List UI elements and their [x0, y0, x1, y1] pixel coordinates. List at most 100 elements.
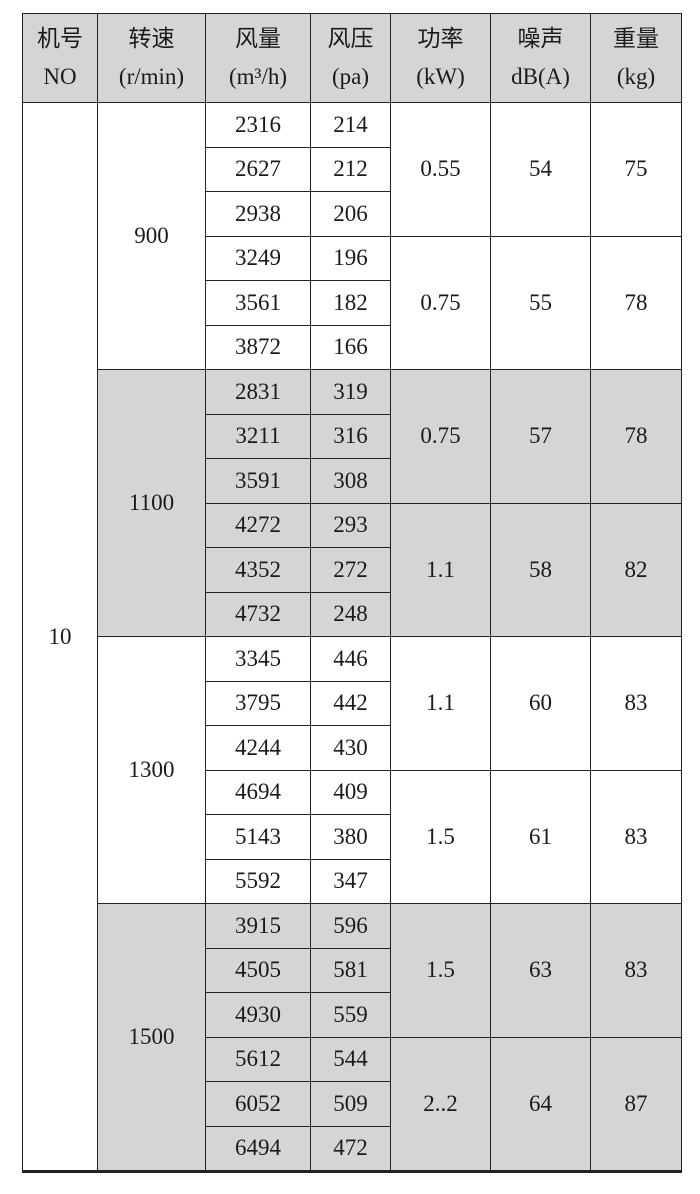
- airflow-cell: 2627: [205, 146, 311, 192]
- table-row: 3591 308: [23, 458, 682, 504]
- speed-cell: 1300: [97, 636, 206, 904]
- power-cell: 0.55: [390, 102, 491, 237]
- pressure-cell: 442: [310, 680, 391, 726]
- pressure-cell: 347: [310, 858, 391, 904]
- power-cell: 1.5: [390, 769, 491, 904]
- header-speed: 转速 (r/min): [97, 13, 206, 103]
- pressure-cell: 214: [310, 102, 391, 148]
- noise-cell: 60: [490, 636, 591, 771]
- airflow-cell: 4694: [205, 769, 311, 815]
- airflow-cell: 4352: [205, 547, 311, 593]
- table-row: 4694 409 1.5 61 83: [23, 769, 682, 904]
- power-cell: 0.75: [390, 369, 491, 504]
- pressure-cell: 430: [310, 725, 391, 771]
- weight-cell: 83: [590, 903, 682, 1038]
- airflow-cell: 3915: [205, 903, 311, 949]
- table-row: 4505 581: [23, 947, 682, 993]
- airflow-cell: 5592: [205, 858, 311, 904]
- airflow-cell: 4272: [205, 502, 311, 548]
- table-row: 1100 2831 319 0.75 57 78: [23, 369, 682, 637]
- pressure-cell: 544: [310, 1036, 391, 1082]
- header-row: 机号 NO 转速 (r/min) 风量 (m³/h) 风压 (pa) 功率 (kW) 噪声…: [22, 13, 682, 103]
- weight-cell: 78: [590, 235, 682, 370]
- airflow-cell: 3561: [205, 280, 311, 326]
- table-row: 1300 3345 446 1.1 60 83: [23, 636, 682, 904]
- airflow-cell: 3872: [205, 324, 311, 370]
- airflow-cell: 6494: [205, 1125, 311, 1172]
- pressure-cell: 293: [310, 502, 391, 548]
- header-machine-no: 机号 NO: [22, 13, 98, 103]
- table-row: 4930 559: [23, 992, 682, 1038]
- weight-cell: 83: [590, 636, 682, 771]
- pressure-cell: 596: [310, 903, 391, 949]
- power-cell: 0.75: [390, 235, 491, 370]
- table-row: 3249 196 0.75 55 78: [23, 235, 682, 370]
- noise-cell: 57: [490, 369, 591, 504]
- noise-cell: 54: [490, 102, 591, 237]
- power-cell: 2..2: [390, 1036, 491, 1172]
- pressure-cell: 212: [310, 146, 391, 192]
- power-cell: 1.5: [390, 903, 491, 1038]
- airflow-cell: 4732: [205, 591, 311, 637]
- noise-cell: 61: [490, 769, 591, 904]
- airflow-cell: 3795: [205, 680, 311, 726]
- airflow-cell: 2831: [205, 369, 311, 415]
- airflow-cell: 3211: [205, 413, 311, 459]
- airflow-cell: 2938: [205, 191, 311, 237]
- airflow-cell: 5143: [205, 814, 311, 860]
- table-row: 3872 166: [23, 324, 682, 370]
- pressure-cell: 166: [310, 324, 391, 370]
- pressure-cell: 581: [310, 947, 391, 993]
- header-pressure: 风压 (pa): [310, 13, 391, 103]
- airflow-cell: 3591: [205, 458, 311, 504]
- table-row: 10 900 2316 214 0.55 54 75: [22, 102, 682, 1172]
- pressure-cell: 182: [310, 280, 391, 326]
- pressure-cell: 472: [310, 1125, 391, 1172]
- weight-cell: 87: [590, 1036, 682, 1172]
- table-row: 6494 472: [23, 1125, 682, 1172]
- airflow-cell: 3345: [205, 636, 311, 682]
- speed-cell: 1500: [97, 903, 206, 1172]
- header-airflow: 风量 (m³/h): [205, 13, 311, 103]
- fan-spec-table: 机号 NO 转速 (r/min) 风量 (m³/h) 风压 (pa) 功率 (kW) 噪声…: [22, 13, 682, 1173]
- pressure-cell: 559: [310, 992, 391, 1038]
- table-row: 3561 182: [23, 280, 682, 326]
- airflow-cell: 5612: [205, 1036, 311, 1082]
- noise-cell: 64: [490, 1036, 591, 1172]
- airflow-cell: 3249: [205, 235, 311, 281]
- pressure-cell: 206: [310, 191, 391, 237]
- weight-cell: 75: [590, 102, 682, 237]
- table-row: 3795 442: [23, 680, 682, 726]
- noise-cell: 58: [490, 502, 591, 637]
- header-noise: 噪声 dB(A): [490, 13, 591, 103]
- airflow-cell: 4930: [205, 992, 311, 1038]
- pressure-cell: 446: [310, 636, 391, 682]
- machine-no-cell: 10: [22, 102, 98, 1172]
- header-weight: 重量 (kg): [590, 13, 682, 103]
- pressure-cell: 509: [310, 1081, 391, 1127]
- noise-cell: 63: [490, 903, 591, 1038]
- table-row: 5143 380: [23, 814, 682, 860]
- weight-cell: 82: [590, 502, 682, 637]
- power-cell: 1.1: [390, 502, 491, 637]
- table-row: 4352 272: [23, 547, 682, 593]
- pressure-cell: 316: [310, 413, 391, 459]
- speed-cell: 900: [97, 102, 206, 370]
- airflow-cell: 4244: [205, 725, 311, 771]
- table-row: 4244 430: [23, 725, 682, 771]
- noise-cell: 55: [490, 235, 591, 370]
- airflow-cell: 2316: [205, 102, 311, 148]
- table-row: 2627 212: [23, 146, 682, 192]
- weight-cell: 78: [590, 369, 682, 504]
- table-row: 5592 347: [23, 858, 682, 904]
- pressure-cell: 319: [310, 369, 391, 415]
- speed-cell: 1100: [97, 369, 206, 637]
- power-cell: 1.1: [390, 636, 491, 771]
- header-power: 功率 (kW): [390, 13, 491, 103]
- table-row: 3211 316: [23, 413, 682, 459]
- table-row: 6052 509: [23, 1081, 682, 1127]
- pressure-cell: 380: [310, 814, 391, 860]
- pressure-cell: 248: [310, 591, 391, 637]
- weight-cell: 83: [590, 769, 682, 904]
- pressure-cell: 272: [310, 547, 391, 593]
